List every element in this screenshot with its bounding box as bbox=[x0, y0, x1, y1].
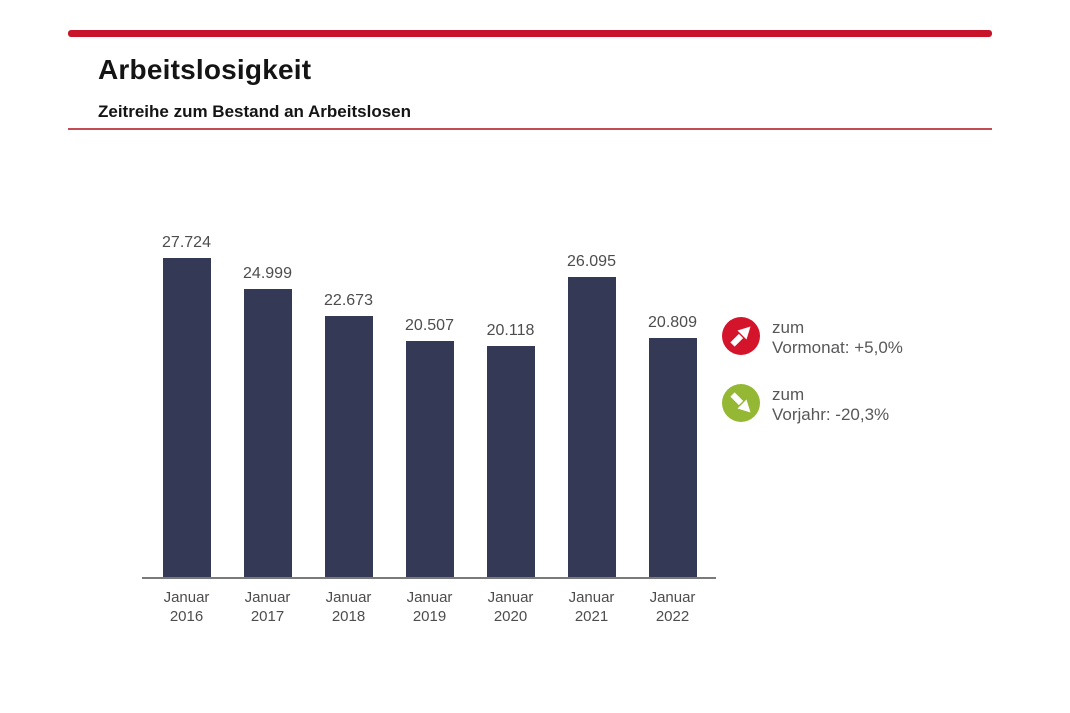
indicator-vorjahr: zum Vorjahr: -20,3% bbox=[722, 384, 903, 425]
bar bbox=[243, 289, 292, 578]
indicator-line1: zum bbox=[772, 318, 805, 337]
page-title: Arbeitslosigkeit bbox=[98, 54, 312, 85]
bar-column: 22.673 bbox=[308, 292, 389, 578]
bar-chart: 27.724 24.999 22.673 20.507 20.118 26.095 20.8… bbox=[146, 230, 713, 578]
x-axis-label: Januar 2016 bbox=[163, 589, 210, 625]
bar-column: 20.809 bbox=[632, 314, 713, 578]
bar-column: 20.507 bbox=[389, 317, 470, 578]
bar-value-label: 20.507 bbox=[405, 317, 454, 334]
indicator-vormonat-text: zum Vormonat: +5,0% bbox=[772, 317, 903, 358]
bar-column: 27.724 bbox=[146, 234, 227, 578]
top-accent-rule bbox=[68, 30, 992, 37]
x-axis-label: Januar 2017 bbox=[244, 589, 291, 625]
indicator-line2: Vormonat: +5,0% bbox=[772, 338, 903, 357]
bar-value-label: 27.724 bbox=[162, 234, 211, 251]
bar bbox=[324, 316, 373, 578]
trend-indicators: zum Vormonat: +5,0% zum Vorjahr: -20,3% bbox=[722, 317, 903, 451]
bar-value-label: 20.809 bbox=[648, 314, 697, 331]
bar bbox=[648, 338, 697, 578]
bar-value-label: 24.999 bbox=[243, 265, 292, 282]
bar bbox=[567, 277, 616, 578]
indicator-line2: Vorjahr: -20,3% bbox=[772, 405, 890, 424]
indicator-vormonat: zum Vormonat: +5,0% bbox=[722, 317, 903, 358]
bar-column: 24.999 bbox=[227, 265, 308, 578]
page-subtitle: Zeitreihe zum Bestand an Arbeitslosen bbox=[98, 102, 411, 121]
bar-value-label: 22.673 bbox=[324, 292, 373, 309]
bar bbox=[162, 258, 211, 578]
x-axis-label: Januar 2019 bbox=[406, 589, 453, 625]
bar-column: 26.095 bbox=[551, 253, 632, 578]
bar bbox=[486, 346, 535, 578]
bar-value-label: 20.118 bbox=[486, 322, 535, 339]
bar-column: 20.118 bbox=[470, 322, 551, 578]
bar-value-label: 26.095 bbox=[567, 253, 616, 270]
trend-up-icon bbox=[722, 317, 760, 355]
subtitle-divider-rule bbox=[68, 128, 992, 130]
x-axis-labels: Januar 2016 Januar 2017 Januar 2018 Januar 2019… bbox=[146, 588, 713, 626]
x-axis-label: Januar 2018 bbox=[325, 589, 372, 625]
x-axis-label: Januar 2021 bbox=[568, 589, 615, 625]
indicator-line1: zum bbox=[772, 385, 805, 404]
x-axis-label: Januar 2022 bbox=[649, 589, 696, 625]
x-axis-line bbox=[142, 577, 716, 579]
indicator-vorjahr-text: zum Vorjahr: -20,3% bbox=[772, 384, 889, 425]
x-axis-label: Januar 2020 bbox=[487, 589, 534, 625]
bar bbox=[405, 341, 454, 578]
trend-down-icon bbox=[722, 384, 760, 422]
